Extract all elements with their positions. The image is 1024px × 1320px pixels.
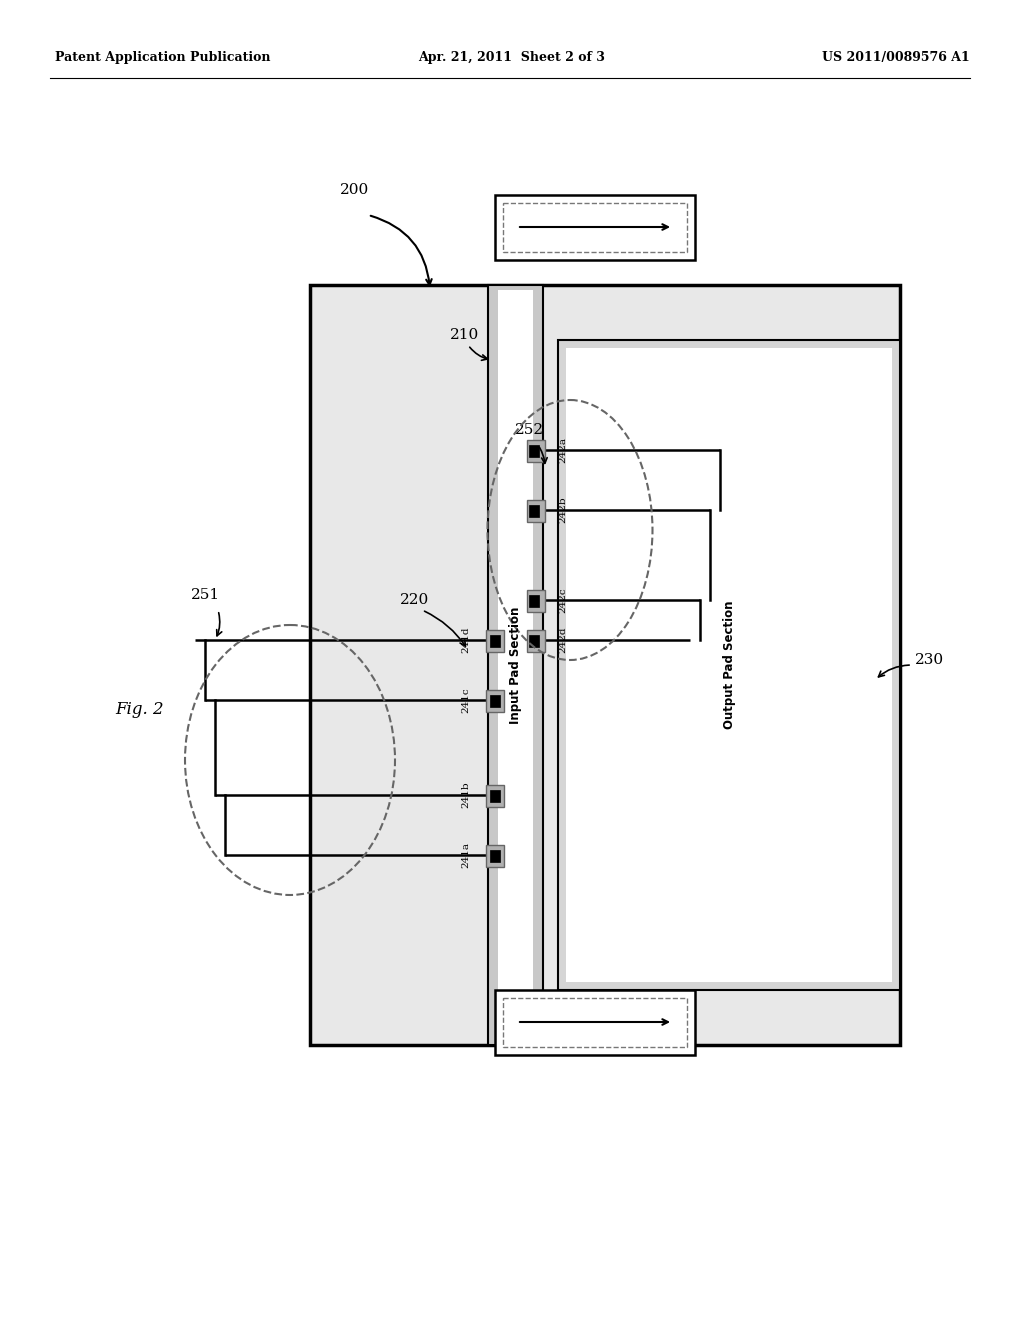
Text: Output Pad Section: Output Pad Section	[723, 601, 735, 729]
Text: 251: 251	[190, 587, 219, 602]
Text: US 2011/0089576 A1: US 2011/0089576 A1	[822, 51, 970, 65]
Bar	[529, 506, 539, 517]
Text: 241d: 241d	[462, 627, 470, 653]
Bar	[558, 341, 900, 990]
Bar	[310, 285, 900, 1045]
Text: 242a: 242a	[558, 437, 567, 463]
Bar	[486, 785, 504, 807]
Text: 241b: 241b	[462, 781, 470, 808]
Text: 230: 230	[915, 653, 944, 667]
Bar	[529, 595, 539, 607]
Bar	[490, 696, 500, 708]
Bar	[527, 500, 545, 521]
Bar	[490, 789, 500, 803]
Bar	[486, 845, 504, 867]
Bar	[495, 990, 695, 1055]
Bar	[527, 590, 545, 612]
Bar	[529, 445, 539, 457]
Bar	[490, 635, 500, 647]
Text: 242d: 242d	[558, 627, 567, 653]
Text: 241c: 241c	[462, 688, 470, 713]
Bar	[527, 630, 545, 652]
Text: 210: 210	[451, 327, 479, 342]
Bar	[486, 690, 504, 711]
Text: Input Pad Section: Input Pad Section	[509, 606, 521, 723]
Text: Fig. 2: Fig. 2	[115, 701, 164, 718]
Text: 242c: 242c	[558, 587, 567, 612]
Bar	[503, 998, 687, 1047]
Bar	[527, 440, 545, 462]
Bar	[503, 203, 687, 252]
Text: 200: 200	[340, 183, 370, 197]
Text: 220: 220	[400, 593, 430, 607]
Bar	[566, 348, 892, 982]
Bar	[495, 195, 695, 260]
Bar	[498, 290, 534, 1040]
Bar	[486, 630, 504, 652]
Bar	[488, 285, 543, 1045]
Text: Apr. 21, 2011  Sheet 2 of 3: Apr. 21, 2011 Sheet 2 of 3	[419, 51, 605, 65]
Text: 241a: 241a	[462, 842, 470, 869]
Bar	[529, 635, 539, 647]
Text: 242b: 242b	[558, 496, 567, 523]
Bar	[490, 850, 500, 862]
Text: Patent Application Publication: Patent Application Publication	[55, 51, 270, 65]
Text: 252: 252	[515, 422, 545, 437]
